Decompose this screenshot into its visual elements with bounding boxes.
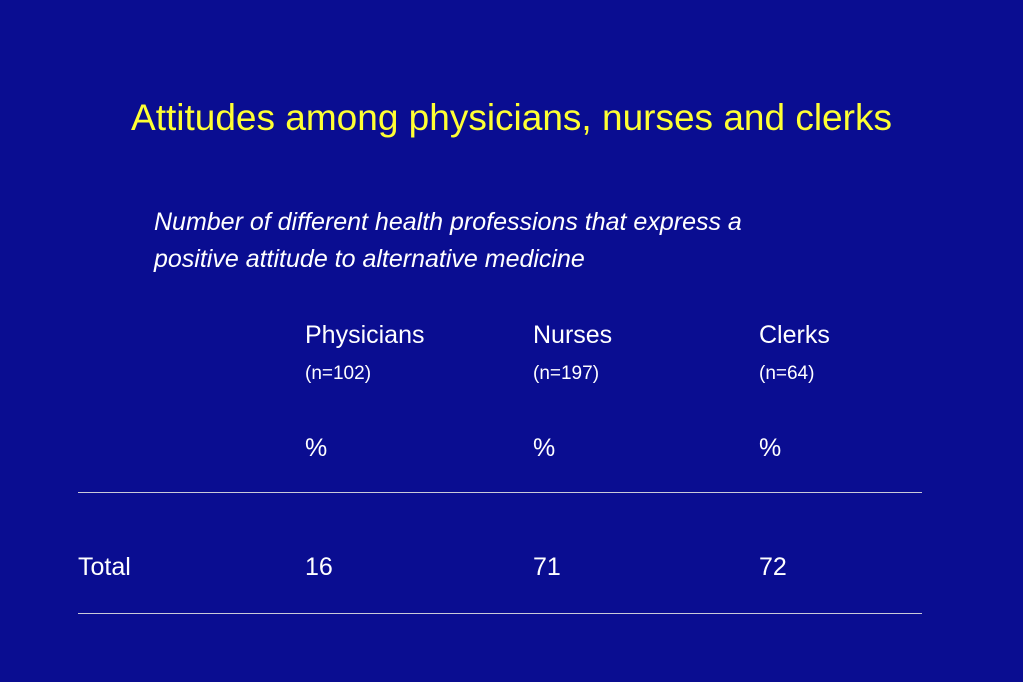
subtitle-line-2: positive attitude to alternative medicin… <box>154 245 585 273</box>
slide-subtitle: Number of different health professions t… <box>154 204 914 278</box>
column-unit-nurses: % <box>533 434 556 462</box>
column-header-physicians: Physicians <box>305 321 425 349</box>
slide-title: Attitudes among physicians, nurses and c… <box>131 97 892 138</box>
cell-total-nurses: 71 <box>533 553 561 581</box>
column-unit-physicians: % <box>305 434 328 462</box>
cell-total-clerks: 72 <box>759 553 787 581</box>
column-n-nurses: (n=197) <box>533 363 600 384</box>
table-rule-top <box>78 492 922 493</box>
row-label-total: Total <box>78 553 131 581</box>
column-unit-clerks: % <box>759 434 782 462</box>
column-header-nurses: Nurses <box>533 321 613 349</box>
column-n-clerks: (n=64) <box>759 363 815 384</box>
table-rule-bottom <box>78 613 922 614</box>
subtitle-line-1: Number of different health professions t… <box>154 208 742 236</box>
cell-total-physicians: 16 <box>305 553 333 581</box>
column-n-physicians: (n=102) <box>305 363 372 384</box>
column-header-clerks: Clerks <box>759 321 830 349</box>
